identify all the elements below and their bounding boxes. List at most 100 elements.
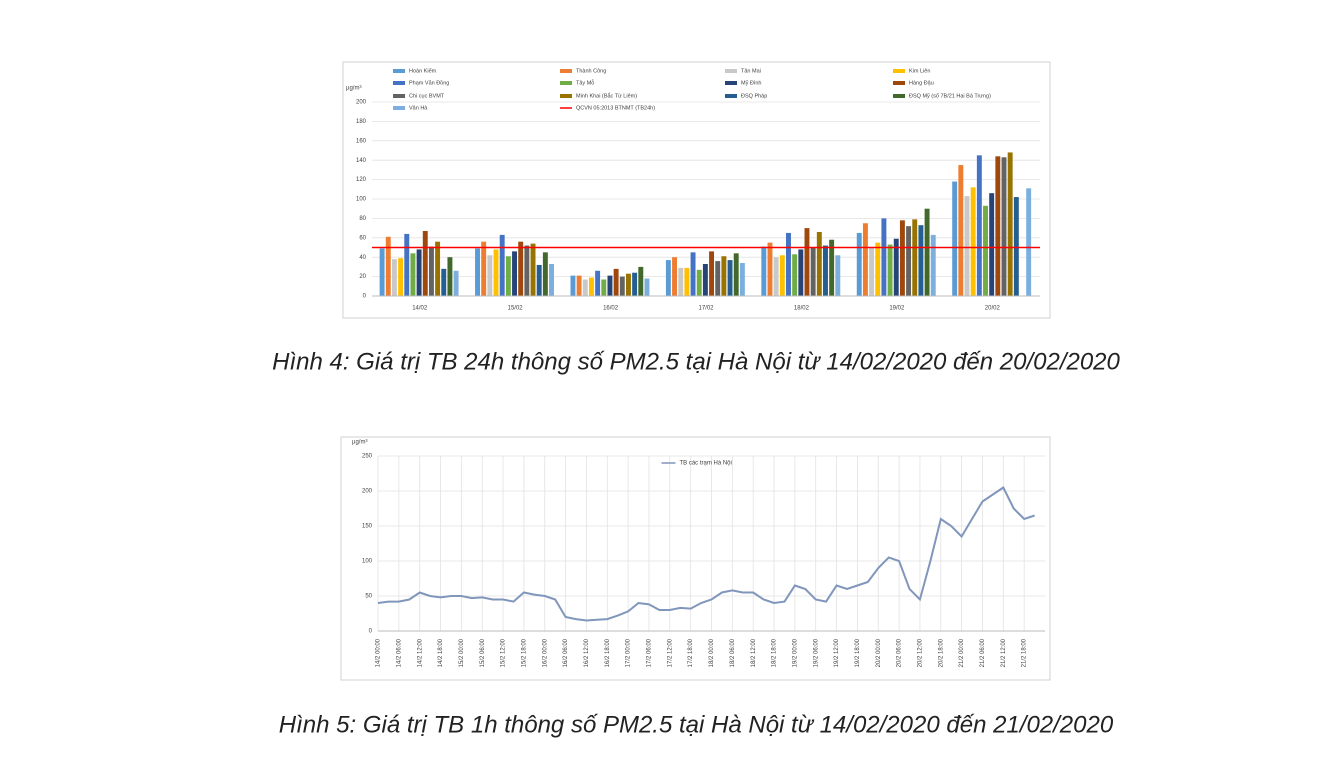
bar: [404, 233, 410, 296]
bar: [779, 255, 785, 296]
x-tick-label: 14/2 00:00: [376, 638, 382, 667]
bar: [767, 242, 773, 296]
bar: [428, 246, 434, 296]
bar: [665, 260, 671, 296]
x-tick-label: 17/2 18:00: [688, 638, 694, 667]
x-tick-label: 15/2 12:00: [501, 638, 507, 667]
x-tick-label: 16/02: [603, 306, 619, 312]
bar: [829, 239, 835, 296]
x-tick-label: 15/2 18:00: [521, 638, 527, 667]
bar: [899, 220, 905, 296]
legend-label: Thành Công: [576, 68, 606, 74]
caption: Hình 4: Giá trị TB 24h thông số PM2.5 tạ…: [272, 348, 1120, 375]
y-tick-label: 40: [359, 255, 366, 261]
bar: [441, 268, 447, 296]
bar: [481, 241, 487, 296]
caption: Hình 5: Giá trị TB 1h thông số PM2.5 tại…: [279, 711, 1114, 738]
bar: [964, 196, 970, 296]
legend-label: Tân Mai: [741, 68, 761, 74]
legend-label: Kim Liên: [909, 68, 930, 74]
bar: [447, 257, 453, 296]
bar: [576, 275, 582, 296]
legend-swatch: [893, 69, 905, 73]
legend-label: Minh Khai (Bắc Từ Liêm): [576, 92, 637, 99]
bar: [632, 272, 638, 296]
bar: [644, 278, 650, 296]
y-tick-label: 200: [356, 100, 367, 106]
bar: [530, 243, 536, 296]
y-tick-label: 140: [356, 158, 367, 164]
legend-swatch: [560, 81, 572, 85]
x-tick-label: 17/02: [698, 306, 714, 312]
bar: [588, 277, 594, 296]
bar: [875, 242, 881, 296]
bar: [881, 218, 887, 296]
x-tick-label: 14/02: [412, 306, 428, 312]
bar: [1007, 152, 1013, 296]
line-series: [377, 486, 1035, 622]
legend-label: Hàng Đậu: [909, 80, 934, 86]
legend-swatch: [560, 69, 572, 73]
y-tick-label: 0: [363, 294, 367, 300]
y-tick-label: 150: [362, 524, 373, 530]
bar: [678, 267, 684, 296]
x-tick-label: 16/2 12:00: [584, 638, 590, 667]
x-tick-label: 18/02: [794, 306, 810, 312]
bar: [887, 244, 893, 296]
bar: [638, 266, 644, 296]
legend-label: Tây Mỗ: [576, 79, 594, 86]
bar: [727, 260, 733, 296]
y-tick-label: 120: [356, 177, 367, 183]
y-tick-label: 100: [362, 559, 373, 565]
x-tick-label: 14/2 06:00: [396, 638, 402, 667]
x-tick-label: 17/2 06:00: [647, 638, 653, 667]
bar: [798, 249, 804, 296]
bar: [721, 256, 727, 296]
bar: [983, 205, 988, 296]
bar: [893, 238, 899, 296]
y-tick-label: 0: [369, 629, 373, 635]
legend-swatch: [725, 81, 737, 85]
x-tick-label: 16/2 00:00: [542, 638, 548, 667]
bar: [391, 259, 397, 296]
y-tick-label: 20: [359, 274, 366, 280]
x-tick-label: 18/2 00:00: [709, 638, 715, 667]
legend-swatch: [393, 69, 405, 73]
x-tick-label: 16/2 18:00: [605, 638, 611, 667]
bar: [1026, 188, 1032, 296]
legend-swatch: [725, 69, 737, 73]
bar: [601, 279, 607, 296]
bar: [1013, 197, 1019, 296]
x-tick-label: 15/02: [508, 306, 524, 312]
x-tick-label: 21/2 18:00: [1022, 638, 1028, 667]
bar: [416, 249, 422, 296]
bar: [792, 254, 798, 296]
y-axis-label: µg/m³: [346, 86, 361, 92]
bar: [607, 275, 613, 296]
bar: [804, 228, 810, 296]
bar: [786, 232, 791, 296]
bar: [619, 276, 625, 296]
legend-swatch: [893, 81, 905, 85]
x-tick-label: 20/02: [985, 306, 1001, 312]
legend-label: Mỹ Đình: [741, 80, 761, 86]
legend-swatch: [393, 94, 405, 98]
bar: [524, 245, 530, 296]
legend-label: TB các trạm Hà Nội: [680, 461, 732, 467]
bar: [761, 246, 767, 296]
bar: [715, 261, 721, 296]
bar: [816, 231, 822, 296]
x-tick-label: 21/2 06:00: [980, 638, 986, 667]
x-tick-label: 19/2 06:00: [813, 638, 819, 667]
bar: [398, 258, 404, 296]
bar: [542, 252, 548, 296]
x-tick-label: 14/2 18:00: [438, 638, 444, 667]
bar: [912, 219, 918, 296]
legend-swatch: [393, 81, 405, 85]
bar: [625, 273, 631, 296]
legend-label: Hoàn Kiếm: [409, 68, 437, 74]
bar: [810, 247, 816, 296]
x-tick-label: 20/2 18:00: [938, 638, 944, 667]
y-tick-label: 250: [362, 454, 373, 460]
